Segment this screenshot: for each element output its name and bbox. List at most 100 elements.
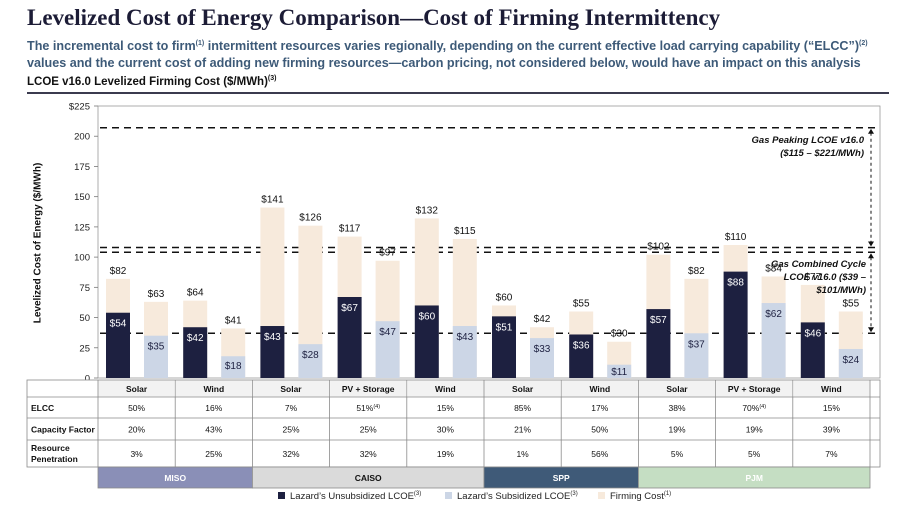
- bar-subsidized-lcoe: [761, 303, 786, 378]
- table-row-header-penetration-line-1: Resource: [31, 443, 70, 453]
- y-tick-label: 75: [79, 283, 90, 294]
- subtitle-footnote-1: (1): [195, 40, 205, 47]
- y-tick-label: 125: [74, 222, 90, 233]
- elcc-value: 70%(4): [742, 403, 766, 413]
- elcc-value: 15%: [437, 403, 454, 413]
- table-header-cell: [561, 380, 638, 397]
- elcc-footnote: (4): [759, 404, 766, 410]
- data-label-subsidized-lcoe: $37: [688, 339, 705, 350]
- bar-subsidized-lcoe: [298, 344, 323, 378]
- resource-label: Solar: [512, 384, 534, 394]
- bar-unsubsidized-lcoe: [106, 312, 130, 378]
- y-tick-label: 150: [74, 192, 90, 203]
- title-divider: [27, 92, 889, 94]
- data-label-unsubsidized-total: $117: [339, 224, 361, 235]
- legend-label-firming: Firming Cost: [610, 491, 664, 503]
- penetration-value: 19%: [437, 449, 454, 459]
- legend-item-subsidized: Lazard’s Subsidized LCOE(3): [445, 491, 578, 502]
- capacity-factor-value: 30%: [437, 425, 454, 435]
- region-band-pjm: [638, 466, 871, 489]
- penetration-value: 25%: [205, 449, 222, 459]
- gas-combined-cycle-label-line-2: LCOE v16.0 ($39 –: [784, 272, 867, 283]
- legend-swatch-subsidized: [445, 492, 452, 500]
- penetration-value: 3%: [130, 449, 143, 459]
- data-label-subsidized-total: $115: [454, 226, 476, 237]
- bar-unsubsidized-lcoe: [260, 326, 285, 378]
- data-label-unsubsidized-total: $102: [647, 242, 670, 253]
- data-label-subsidized-total: $41: [225, 315, 242, 326]
- subtitle-text-2: intermittent resources varies regionally…: [204, 39, 860, 54]
- y-axis-label-text: Levelized Cost of Energy ($/MWh): [32, 162, 44, 324]
- data-label-unsubsidized-lcoe: $46: [804, 328, 821, 339]
- region-label-pjm: PJM: [745, 473, 762, 483]
- table-header-cell: [407, 380, 484, 397]
- y-tick-label: 200: [74, 132, 90, 143]
- elcc-value: 17%: [591, 403, 608, 413]
- capacity-factor-value: 39%: [823, 425, 840, 435]
- legend-footnote-subsidized: (3): [570, 491, 578, 497]
- data-label-subsidized-lcoe: $35: [148, 342, 165, 353]
- legend: Lazard’s Unsubsidized LCOE(3) Lazard’s S…: [0, 491, 900, 505]
- data-label-subsidized-lcoe: $24: [842, 355, 859, 366]
- data-label-unsubsidized-lcoe: $42: [187, 333, 204, 344]
- y-tick-label: $225: [69, 102, 90, 113]
- resource-label: Wind: [203, 384, 224, 394]
- page-title: Levelized Cost of Energy Comparison—Cost…: [27, 5, 721, 30]
- gas-peaking-arrowhead-bottom: [868, 241, 874, 247]
- data-label-unsubsidized-total: $60: [496, 292, 513, 303]
- region-label-spp: SPP: [553, 473, 570, 483]
- data-label-unsubsidized-total: $132: [416, 205, 439, 216]
- elcc-value: 50%: [128, 403, 145, 413]
- data-label-unsubsidized-lcoe: $43: [264, 332, 281, 343]
- data-label-unsubsidized-lcoe: $51: [496, 322, 513, 333]
- bar-subsidized-lcoe: [221, 356, 246, 378]
- capacity-factor-value: 25%: [282, 425, 299, 435]
- table-row-header-elcc: ELCC: [31, 403, 54, 413]
- data-label-unsubsidized-total: $77: [804, 272, 821, 283]
- resource-label: PV + Storage: [728, 384, 781, 394]
- bar-unsubsidized-lcoe: [337, 297, 362, 378]
- elcc-footnote: (4): [373, 404, 380, 410]
- penetration-value: 32%: [282, 449, 299, 459]
- elcc-value: 51%(4): [356, 403, 380, 413]
- data-label-subsidized-total: $82: [688, 266, 705, 277]
- data-label-unsubsidized-total: $55: [573, 299, 590, 310]
- data-label-unsubsidized-lcoe: $57: [650, 315, 667, 326]
- data-label-unsubsidized-lcoe: $36: [573, 340, 590, 351]
- data-label-subsidized-total: $97: [379, 248, 396, 259]
- table-header-cell: [330, 380, 407, 397]
- data-label-subsidized-total: $126: [299, 213, 322, 224]
- plot-frame: [97, 105, 881, 379]
- penetration-value: 7%: [825, 449, 838, 459]
- bar-unsubsidized-lcoe: [492, 316, 516, 378]
- table-header-cell: [716, 380, 793, 397]
- page-subtitle: The incremental cost to firm(1) intermit…: [27, 35, 887, 72]
- data-label-subsidized-lcoe: $33: [534, 344, 551, 355]
- gas-combined-cycle-arrowhead-top: [868, 253, 874, 259]
- subtitle-text-1: The incremental cost to firm: [27, 39, 196, 54]
- capacity-factor-value: 21%: [514, 425, 531, 435]
- gas-peaking-label-line-1: Gas Peaking LCOE v16.0: [752, 135, 865, 146]
- capacity-factor-value: 43%: [205, 425, 222, 435]
- data-label-subsidized-lcoe: $47: [379, 327, 396, 338]
- subtitle-footnote-2: (2): [859, 40, 868, 47]
- legend-item-unsubsidized: Lazard’s Unsubsidized LCOE(3): [278, 491, 421, 502]
- data-label-subsidized-total: $30: [611, 329, 628, 340]
- data-label-subsidized-lcoe: $43: [456, 332, 473, 343]
- gas-peaking-label-line-2: ($115 – $221/MWh): [780, 148, 864, 159]
- legend-footnote-unsubsidized: (3): [413, 491, 422, 497]
- capacity-factor-value: 25%: [360, 425, 377, 435]
- gas-combined-cycle-label-line-3: $101/MWh): [815, 285, 866, 296]
- penetration-value: 5%: [748, 449, 761, 459]
- resource-label: Wind: [821, 384, 842, 394]
- data-label-subsidized-lcoe: $18: [225, 361, 242, 372]
- resource-label: Solar: [126, 384, 148, 394]
- legend-footnote-firming: (1): [663, 491, 672, 497]
- data-label-subsidized-lcoe: $28: [302, 350, 319, 361]
- bar-subsidized-lcoe: [144, 335, 168, 378]
- table-header-cell: [638, 380, 716, 397]
- penetration-value: 56%: [591, 449, 608, 459]
- resource-label: Solar: [666, 384, 688, 394]
- resource-label: Wind: [435, 384, 456, 394]
- gas-combined-cycle-label-line-1: Gas Combined Cycle: [771, 259, 867, 270]
